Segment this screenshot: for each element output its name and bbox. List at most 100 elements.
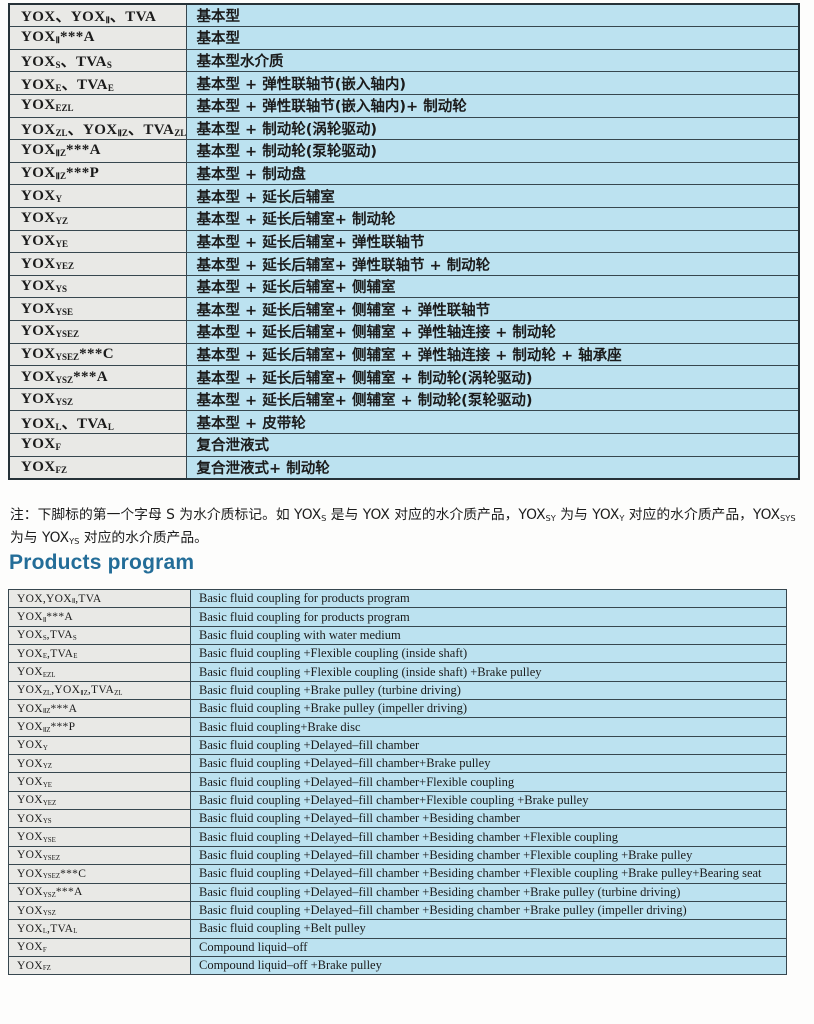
model-description-cell: Basic fluid coupling+Brake disc	[190, 717, 787, 737]
table-row: YOXⅡ***A Basic fluid coupling for produc…	[8, 607, 787, 627]
table-row: YOXL、TVAL 基本型 + 皮带轮	[8, 410, 800, 435]
model-description-cell: 基本型 + 制动盘	[185, 161, 800, 186]
table-row: YOXYSZ***A 基本型 + 延长后辅室+ 侧辅室 + 制动轮(涡轮驱动)	[8, 365, 800, 389]
model-code-cell: YOXE,TVAE	[8, 644, 191, 664]
model-description-cell: Basic fluid coupling +Delayed–fill chamb…	[190, 790, 787, 811]
model-description-cell: 基本型 + 延长后辅室+ 侧辅室 + 弹性联轴节	[185, 297, 800, 322]
table-row: YOXⅡZ***P Basic fluid coupling+Brake dis…	[8, 717, 787, 737]
model-description-cell: Basic fluid coupling +Delayed–fill chamb…	[190, 864, 787, 884]
table-row: YOXE,TVAE Basic fluid coupling +Flexible…	[8, 644, 787, 664]
model-description-cell: 基本型 + 延长后辅室+ 侧辅室 + 弹性轴连接 + 制动轮 + 轴承座	[185, 342, 800, 367]
model-code-cell: YOXYZ	[8, 206, 187, 231]
model-code-cell: YOXL、TVAL	[8, 410, 187, 435]
table-row: YOXYSE Basic fluid coupling +Delayed–fil…	[8, 827, 787, 847]
model-description-cell: 基本型 + 延长后辅室+ 弹性联轴节 + 制动轮	[185, 252, 800, 276]
table-row: YOXYEZ 基本型 + 延长后辅室+ 弹性联轴节 + 制动轮	[8, 252, 800, 276]
table-row: YOXF 复合泄液式	[8, 433, 800, 457]
model-code-cell: YOXF	[8, 937, 191, 957]
table-row: YOX、YOXⅡ、TVA 基本型	[8, 3, 800, 28]
model-code-cell: YOXYSEZ***C	[8, 342, 187, 367]
en-products-table: YOX,YOXⅡ,TVA Basic fluid coupling for pr…	[8, 588, 787, 976]
table-row: YOXEZL 基本型 + 弹性联轴节(嵌入轴内)+ 制动轮	[8, 93, 800, 118]
table-row: YOXYSE 基本型 + 延长后辅室+ 侧辅室 + 弹性联轴节	[8, 297, 800, 322]
table-row: YOXL,TVAL Basic fluid coupling +Belt pul…	[8, 919, 787, 939]
table-row: YOXYE Basic fluid coupling +Delayed–fill…	[8, 772, 787, 792]
model-code-cell: YOXYSE	[8, 297, 187, 322]
model-code-cell: YOXY	[8, 184, 187, 208]
model-code-cell: YOXE、TVAE	[8, 71, 187, 95]
table-row: YOXYSEZ 基本型 + 延长后辅室+ 侧辅室 + 弹性轴连接 + 制动轮	[8, 320, 800, 344]
model-code-cell: YOXYSZ	[8, 900, 191, 921]
model-description-cell: Basic fluid coupling +Delayed–fill chamb…	[190, 845, 787, 866]
model-code-cell: YOXYE	[8, 229, 187, 254]
model-description-cell: Compound liquid–off	[190, 937, 787, 957]
model-description-cell: 基本型 + 弹性联轴节(嵌入轴内)	[185, 71, 800, 95]
model-description-cell: Basic fluid coupling +Delayed–fill chamb…	[190, 809, 787, 829]
model-description-cell: Basic fluid coupling +Brake pulley (turb…	[190, 680, 787, 701]
model-description-cell: Basic fluid coupling +Flexible coupling …	[190, 662, 787, 682]
table-row: YOXYS Basic fluid coupling +Delayed–fill…	[8, 809, 787, 829]
model-code-cell: YOXYSZ***A	[8, 882, 191, 902]
model-description-cell: Basic fluid coupling +Delayed–fill chamb…	[190, 827, 787, 847]
table-row: YOXE、TVAE 基本型 + 弹性联轴节(嵌入轴内)	[8, 71, 800, 95]
table-row: YOXYSEZ***C Basic fluid coupling +Delaye…	[8, 864, 787, 884]
table-row: YOXYSEZ***C 基本型 + 延长后辅室+ 侧辅室 + 弹性轴连接 + 制…	[8, 342, 800, 367]
cn-products-table: YOX、YOXⅡ、TVA 基本型 YOXⅡ***A 基本型 YOXS、TVAS …	[8, 3, 800, 480]
table-row: YOXFZ 复合泄液式+ 制动轮	[8, 455, 800, 480]
model-code-cell: YOXYSEZ***C	[8, 864, 191, 884]
model-code-cell: YOXⅡZ***A	[8, 139, 187, 163]
model-code-cell: YOXYSZ***A	[8, 365, 187, 389]
model-description-cell: 复合泄液式+ 制动轮	[185, 455, 800, 480]
en-products-table-body: YOX,YOXⅡ,TVA Basic fluid coupling for pr…	[8, 588, 787, 976]
model-code-cell: YOXⅡZ***P	[8, 161, 187, 186]
table-row: YOXⅡZ***A 基本型 + 制动轮(泵轮驱动)	[8, 139, 800, 163]
model-code-cell: YOXYS	[8, 809, 191, 829]
model-description-cell: Basic fluid coupling for products progra…	[190, 607, 787, 627]
table-row: YOXYZ 基本型 + 延长后辅室+ 制动轮	[8, 206, 800, 231]
table-row: YOXF Compound liquid–off	[8, 937, 787, 957]
model-code-cell: YOXEZL	[8, 93, 187, 118]
model-description-cell: 基本型水介质	[185, 48, 800, 73]
model-description-cell: Basic fluid coupling +Delayed–fill chamb…	[190, 882, 787, 902]
section-heading: Products program	[9, 551, 195, 574]
model-description-cell: Basic fluid coupling +Delayed–fill chamb…	[190, 754, 787, 774]
model-description-cell: 基本型 + 制动轮(泵轮驱动)	[185, 139, 800, 163]
model-description-cell: 基本型 + 延长后辅室+ 制动轮	[185, 206, 800, 231]
model-code-cell: YOXⅡ***A	[8, 26, 187, 50]
footnote: 注：下脚标的第一个字母 S 为水介质标记。如 YOXS 是与 YOX 对应的水介…	[10, 507, 796, 546]
table-row: YOXYSZ Basic fluid coupling +Delayed–fil…	[8, 900, 787, 921]
cn-products-table-body: YOX、YOXⅡ、TVA 基本型 YOXⅡ***A 基本型 YOXS、TVAS …	[8, 3, 800, 480]
table-row: YOXYEZ Basic fluid coupling +Delayed–fil…	[8, 790, 787, 811]
model-description-cell: Basic fluid coupling with water medium	[190, 625, 787, 646]
model-code-cell: YOXYSEZ	[8, 845, 191, 866]
table-row: YOXYSZ 基本型 + 延长后辅室+ 侧辅室 + 制动轮(泵轮驱动)	[8, 387, 800, 412]
model-description-cell: 基本型 + 延长后辅室+ 弹性联轴节	[185, 229, 800, 254]
model-code-cell: YOXL,TVAL	[8, 919, 191, 939]
table-row: YOXⅡZ***A Basic fluid coupling +Brake pu…	[8, 699, 787, 719]
model-code-cell: YOXYEZ	[8, 252, 187, 276]
model-code-cell: YOXZL、YOXⅡZ、TVAZL	[8, 116, 187, 141]
model-code-cell: YOXYE	[8, 772, 191, 792]
model-description-cell: Basic fluid coupling +Flexible coupling …	[190, 644, 787, 664]
model-description-cell: 复合泄液式	[185, 433, 800, 457]
model-code-cell: YOXYS	[8, 274, 187, 299]
model-code-cell: YOXY	[8, 735, 191, 756]
table-row: YOXS,TVAS Basic fluid coupling with wate…	[8, 625, 787, 646]
table-row: YOXY 基本型 + 延长后辅室	[8, 184, 800, 208]
model-code-cell: YOXⅡZ***P	[8, 717, 191, 737]
model-description-cell: 基本型 + 延长后辅室+ 侧辅室 + 制动轮(泵轮驱动)	[185, 387, 800, 412]
model-description-cell: 基本型 + 延长后辅室+ 侧辅室 + 弹性轴连接 + 制动轮	[185, 320, 800, 344]
model-code-cell: YOXFZ	[8, 955, 191, 976]
model-code-cell: YOXYSEZ	[8, 320, 187, 344]
model-description-cell: 基本型 + 延长后辅室+ 侧辅室 + 制动轮(涡轮驱动)	[185, 365, 800, 389]
table-row: YOXZL,YOXⅡZ,TVAZL Basic fluid coupling +…	[8, 680, 787, 701]
model-description-cell: Compound liquid–off +Brake pulley	[190, 955, 787, 976]
table-row: YOXYZ Basic fluid coupling +Delayed–fill…	[8, 754, 787, 774]
model-description-cell: 基本型	[185, 26, 800, 50]
table-row: YOXYE 基本型 + 延长后辅室+ 弹性联轴节	[8, 229, 800, 254]
model-description-cell: 基本型 + 延长后辅室	[185, 184, 800, 208]
model-code-cell: YOXEZL	[8, 662, 191, 682]
model-description-cell: 基本型 + 延长后辅室+ 侧辅室	[185, 274, 800, 299]
model-description-cell: 基本型 + 制动轮(涡轮驱动)	[185, 116, 800, 141]
